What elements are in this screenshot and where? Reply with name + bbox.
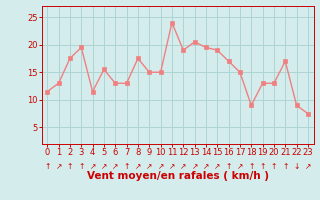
Text: ↗: ↗: [237, 162, 243, 171]
Text: ↗: ↗: [180, 162, 187, 171]
Text: ↗: ↗: [169, 162, 175, 171]
Text: ↑: ↑: [282, 162, 288, 171]
Text: ↑: ↑: [271, 162, 277, 171]
Text: ↑: ↑: [260, 162, 266, 171]
Text: ↑: ↑: [248, 162, 254, 171]
Text: ↗: ↗: [112, 162, 118, 171]
Text: ↗: ↗: [157, 162, 164, 171]
X-axis label: Vent moyen/en rafales ( km/h ): Vent moyen/en rafales ( km/h ): [87, 171, 268, 181]
Text: ↓: ↓: [293, 162, 300, 171]
Text: ↗: ↗: [191, 162, 198, 171]
Text: ↑: ↑: [67, 162, 73, 171]
Text: ↗: ↗: [214, 162, 220, 171]
Text: ↗: ↗: [89, 162, 96, 171]
Text: ↑: ↑: [225, 162, 232, 171]
Text: ↗: ↗: [101, 162, 107, 171]
Text: ↑: ↑: [78, 162, 84, 171]
Text: ↗: ↗: [146, 162, 152, 171]
Text: ↗: ↗: [305, 162, 311, 171]
Text: ↗: ↗: [203, 162, 209, 171]
Text: ↗: ↗: [135, 162, 141, 171]
Text: ↑: ↑: [44, 162, 51, 171]
Text: ↑: ↑: [124, 162, 130, 171]
Text: ↗: ↗: [55, 162, 62, 171]
